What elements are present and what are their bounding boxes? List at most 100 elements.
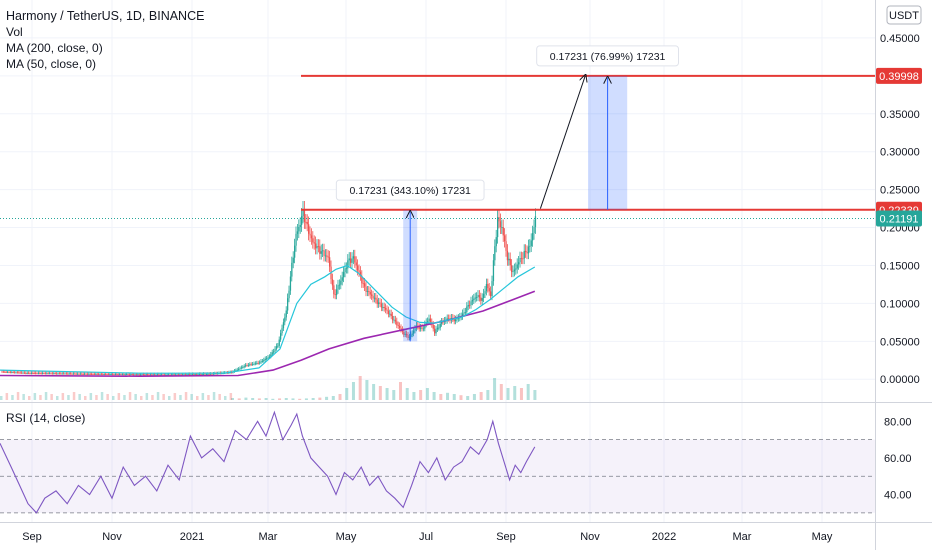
candle-body (448, 318, 450, 320)
volume-bar (338, 394, 342, 400)
candle-body (520, 257, 523, 259)
volume-bar (472, 394, 476, 400)
candle-body (337, 285, 339, 290)
candle-body (343, 272, 345, 278)
ma50-line (0, 264, 536, 374)
candle-body (312, 238, 314, 243)
volume-bar (345, 388, 349, 400)
candle-body (7, 371, 9, 373)
candle-body (176, 374, 178, 376)
candle-body (336, 289, 338, 296)
volume-bar (145, 393, 149, 400)
candle-body (344, 268, 346, 273)
y-tick-label: 0.00000 (880, 374, 920, 386)
volume-bar (95, 395, 98, 400)
candle-body (43, 373, 45, 374)
candle-body (208, 373, 210, 375)
candle-body (470, 301, 472, 305)
candle-body (439, 323, 441, 328)
volume-bar (218, 394, 221, 400)
candle-body (72, 373, 75, 375)
candle-body (434, 328, 436, 334)
candle-body (413, 330, 415, 334)
candle-body (372, 295, 374, 299)
candle-body (123, 374, 125, 376)
candle-body (96, 373, 98, 375)
candle-body (508, 258, 510, 261)
candle-body (308, 224, 310, 234)
currency-badge (886, 5, 922, 25)
volume-bar (231, 398, 234, 400)
candle-body (277, 345, 279, 347)
candle-body (259, 362, 261, 364)
volume-bar (257, 398, 261, 400)
candle-body (257, 362, 259, 364)
volume-bar (106, 394, 109, 400)
candle-body (310, 235, 313, 239)
candle-body (378, 302, 380, 305)
candle-body (429, 318, 432, 323)
candle-body (432, 324, 434, 329)
candle-body (190, 374, 192, 376)
candle-body (313, 242, 315, 244)
candle-body (121, 374, 124, 376)
candle-body (287, 298, 289, 311)
candle-body (166, 374, 168, 376)
candle-body (117, 374, 119, 376)
candle-body (12, 372, 14, 373)
rsi-y-tick-label: 40.00 (884, 490, 912, 502)
volume-bar (304, 398, 308, 400)
candle-body (126, 374, 128, 375)
candle-body (95, 373, 97, 375)
candle-body (428, 318, 430, 322)
candle-body (471, 300, 474, 302)
candle-body (247, 365, 250, 366)
candle-body (462, 313, 464, 317)
candle-body (40, 373, 42, 375)
candle-body (298, 226, 300, 232)
candle-body (502, 227, 504, 236)
candle-body (30, 373, 33, 374)
volume-bar (372, 384, 376, 400)
candle-body (177, 374, 180, 376)
candle-body (294, 245, 296, 258)
candle-body (368, 291, 370, 292)
volume-bar (201, 393, 205, 400)
candle-body (316, 246, 318, 249)
candle-body (533, 227, 535, 234)
candle-body (144, 374, 146, 376)
rsi-line (0, 410, 536, 514)
candle-body (491, 281, 493, 297)
x-tick-label: Jul (419, 531, 433, 543)
candle-body (320, 251, 322, 254)
candle-body (54, 373, 56, 375)
candle-body (288, 290, 290, 299)
candle-body (58, 373, 61, 375)
candle-body (386, 309, 388, 311)
measure-label: 0.17231 (76.99%) 17231 (550, 51, 666, 63)
volume-bar (196, 396, 199, 400)
candle-body (484, 291, 486, 294)
candle-body (189, 374, 191, 375)
candle-body (119, 374, 121, 375)
volume-bar (44, 392, 48, 400)
current-price-label: 0.21191 (880, 214, 919, 226)
candle-body (4, 371, 6, 373)
candle-body (366, 291, 369, 292)
candle-body (211, 373, 213, 375)
candle-body (61, 373, 63, 375)
volume-bar (251, 398, 255, 400)
candle-body (270, 354, 272, 357)
candle-body (362, 283, 364, 285)
candle-body (100, 373, 103, 375)
volume-bar (229, 393, 233, 400)
volume-bar (156, 392, 160, 400)
x-tick-label: Mar (733, 531, 752, 543)
candle-body (26, 372, 28, 374)
candle-body (481, 298, 483, 301)
candle-body (268, 356, 271, 358)
candle-body (231, 372, 233, 374)
volume-bar (452, 394, 456, 400)
candle-body (184, 374, 187, 376)
